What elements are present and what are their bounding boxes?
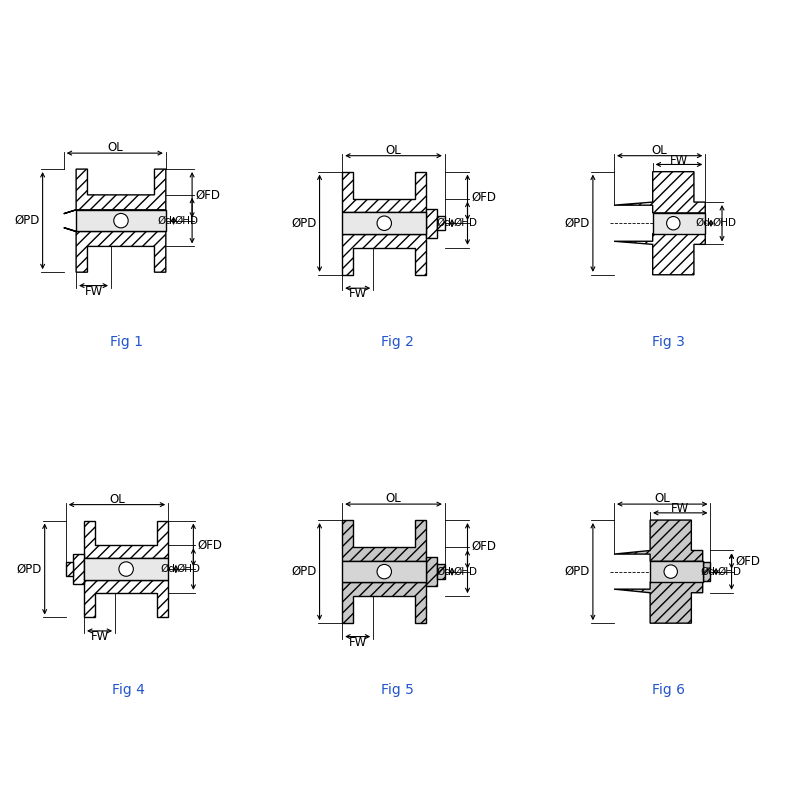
Text: ØHD: ØHD xyxy=(453,218,477,228)
Polygon shape xyxy=(437,565,445,579)
Text: FW: FW xyxy=(85,285,102,298)
Polygon shape xyxy=(614,520,702,562)
Polygon shape xyxy=(437,216,445,230)
Circle shape xyxy=(377,216,391,230)
Polygon shape xyxy=(84,521,168,558)
Text: ØFD: ØFD xyxy=(197,538,222,551)
Polygon shape xyxy=(73,554,84,584)
Text: FW: FW xyxy=(90,630,109,643)
Text: FW: FW xyxy=(349,636,367,649)
Text: ØFD: ØFD xyxy=(735,554,760,567)
Bar xyxy=(342,212,426,234)
Polygon shape xyxy=(702,562,710,582)
Polygon shape xyxy=(426,557,437,586)
Polygon shape xyxy=(342,582,426,623)
Text: Fig 1: Fig 1 xyxy=(110,334,142,349)
Polygon shape xyxy=(64,169,166,214)
Text: ØPD: ØPD xyxy=(291,565,317,578)
Polygon shape xyxy=(614,582,702,623)
Polygon shape xyxy=(64,228,166,272)
Text: ØPD: ØPD xyxy=(16,562,42,575)
Text: OL: OL xyxy=(386,493,402,506)
Text: FW: FW xyxy=(671,502,690,515)
Text: FW: FW xyxy=(349,287,367,300)
Text: Ød: Ød xyxy=(436,218,451,228)
Text: ØFD: ØFD xyxy=(471,191,496,204)
Text: ØHD: ØHD xyxy=(177,564,201,574)
Bar xyxy=(84,558,168,580)
Polygon shape xyxy=(426,209,437,238)
Text: OL: OL xyxy=(654,493,670,506)
Text: ØHD: ØHD xyxy=(453,566,477,577)
Text: ØHD: ØHD xyxy=(712,218,736,228)
Circle shape xyxy=(114,214,128,228)
Polygon shape xyxy=(614,172,706,213)
Text: ØPD: ØPD xyxy=(565,565,590,578)
Bar xyxy=(342,561,426,582)
Bar xyxy=(653,213,706,234)
Circle shape xyxy=(377,565,391,579)
Text: Ød: Ød xyxy=(695,218,710,228)
Text: Ød: Ød xyxy=(160,564,175,574)
Text: Ød: Ød xyxy=(436,566,451,577)
Text: ØHD: ØHD xyxy=(174,216,198,226)
Polygon shape xyxy=(342,520,426,561)
Text: OL: OL xyxy=(386,144,402,157)
Text: ØHD: ØHD xyxy=(717,566,741,577)
Text: ØFD: ØFD xyxy=(471,539,496,552)
Text: Fig 6: Fig 6 xyxy=(652,683,685,697)
Text: OL: OL xyxy=(109,493,125,506)
Polygon shape xyxy=(66,562,73,576)
Polygon shape xyxy=(84,580,168,618)
Text: Ød: Ød xyxy=(158,216,173,226)
Text: Fig 4: Fig 4 xyxy=(112,683,145,697)
Text: ØFD: ØFD xyxy=(196,188,221,202)
Text: Fig 5: Fig 5 xyxy=(381,683,414,697)
Polygon shape xyxy=(342,234,426,274)
Text: Fig 3: Fig 3 xyxy=(652,334,685,349)
Text: Fig 2: Fig 2 xyxy=(381,334,414,349)
Text: OL: OL xyxy=(107,142,122,154)
Bar xyxy=(76,210,166,231)
Text: OL: OL xyxy=(652,144,667,157)
Bar xyxy=(650,562,702,582)
Polygon shape xyxy=(614,234,706,274)
Text: FW: FW xyxy=(670,154,688,166)
Text: ØPD: ØPD xyxy=(291,217,317,230)
Polygon shape xyxy=(342,172,426,212)
Text: ØPD: ØPD xyxy=(565,217,590,230)
Circle shape xyxy=(664,565,678,578)
Circle shape xyxy=(666,217,680,230)
Text: Ød: Ød xyxy=(700,566,715,577)
Text: ØPD: ØPD xyxy=(14,214,39,227)
Circle shape xyxy=(119,562,134,576)
